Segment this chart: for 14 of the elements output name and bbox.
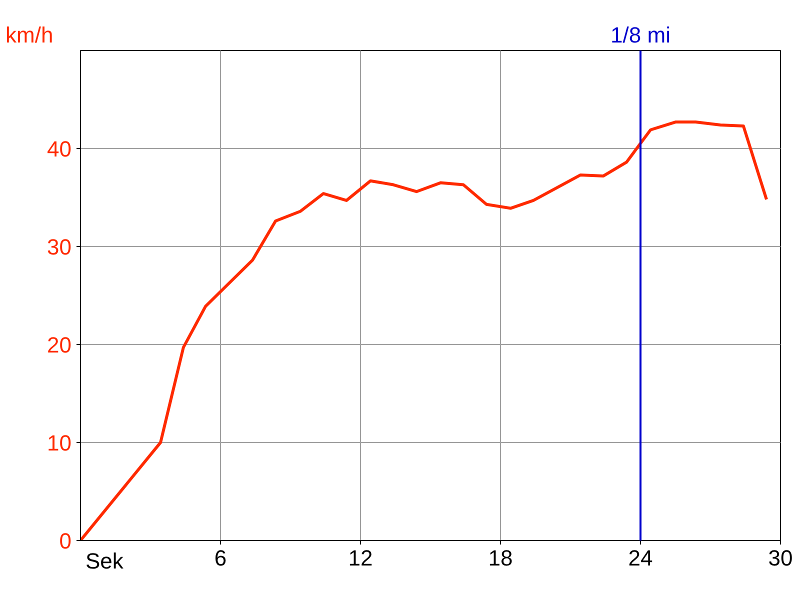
y-tick-label: 0 [59,528,72,554]
y-tick-label: 30 [47,234,72,260]
x-tick-label: 30 [768,546,793,570]
x-tick-label: 18 [488,546,513,570]
x-tick-label: 24 [628,546,653,570]
x-axis-title: Sek [86,548,124,574]
y-tick-label: 10 [47,430,72,456]
line-series [80,120,768,540]
y-axis-title: km/h [6,22,54,48]
x-tick-label: 6 [214,546,227,570]
ref-line-label: 1/8 mi [610,22,670,48]
y-tick-label: 40 [47,136,72,162]
y-tick-label: 20 [47,332,72,358]
x-tick-label: 12 [348,546,373,570]
